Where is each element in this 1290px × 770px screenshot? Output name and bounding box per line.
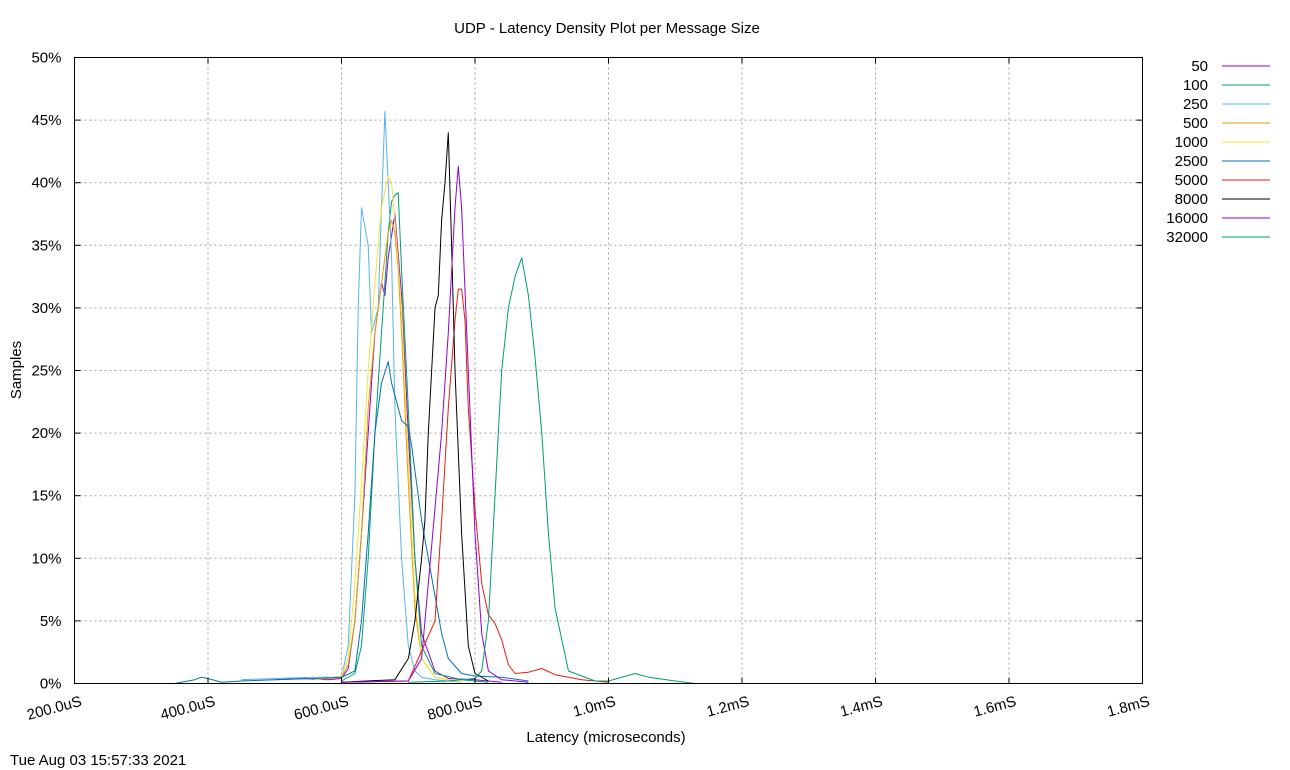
- legend-label-50: 50: [1191, 58, 1208, 75]
- series-line-8000: [341, 132, 489, 683]
- y-tick-label: 20%: [31, 425, 61, 442]
- y-tick-label: 50%: [31, 50, 61, 67]
- x-tick-label: 200.0uS: [25, 693, 83, 724]
- legend-label-100: 100: [1183, 77, 1208, 94]
- series-line-16000: [341, 165, 529, 683]
- y-tick-label: 35%: [31, 237, 61, 254]
- series-line-2500: [174, 361, 529, 684]
- series-line-1000: [314, 175, 462, 683]
- y-tick-label: 0%: [40, 676, 62, 693]
- y-tick-label: 5%: [40, 613, 62, 630]
- legend-label-8000: 8000: [1175, 191, 1208, 208]
- y-tick-label: 45%: [31, 112, 61, 129]
- legend-label-1000: 1000: [1175, 134, 1208, 151]
- x-tick-label: 1.6mS: [972, 693, 1018, 721]
- x-tick-label: 1.8mS: [1105, 693, 1151, 721]
- legend-label-32000: 32000: [1166, 229, 1208, 246]
- x-tick-label: 800.0uS: [426, 693, 484, 724]
- legend-label-16000: 16000: [1166, 210, 1208, 227]
- legend-label-2500: 2500: [1175, 153, 1208, 170]
- y-tick-label: 40%: [31, 175, 61, 192]
- legend-label-500: 500: [1183, 115, 1208, 132]
- x-tick-label: 1.4mS: [838, 693, 884, 721]
- series-line-5000: [341, 288, 609, 683]
- series-line-500: [314, 219, 462, 683]
- series-line-50: [274, 213, 502, 683]
- legend-label-5000: 5000: [1175, 172, 1208, 189]
- series-line-250: [241, 110, 462, 683]
- y-tick-label: 25%: [31, 363, 61, 380]
- x-tick-label: 600.0uS: [292, 693, 350, 724]
- legend-label-250: 250: [1183, 96, 1208, 113]
- series-line-32000: [408, 257, 696, 684]
- grid: [74, 57, 1143, 684]
- plot-lines: [174, 110, 696, 684]
- y-tick-label: 30%: [31, 300, 61, 317]
- y-tick-label: 10%: [31, 550, 61, 567]
- x-axis-label: Latency (microseconds): [526, 729, 685, 746]
- x-tick-label: 400.0uS: [159, 693, 217, 724]
- y-tick-label: 15%: [31, 488, 61, 505]
- y-axis-label: Samples: [8, 341, 25, 399]
- y-axis: 0% 5% 10% 15% 20% 25% 30% 35% 40% 45% 50%: [31, 50, 1143, 693]
- x-tick-label: 1.2mS: [705, 693, 751, 721]
- x-tick-label: 1.0mS: [571, 693, 617, 721]
- chart-title: UDP - Latency Density Plot per Message S…: [454, 20, 760, 37]
- timestamp: Tue Aug 03 15:57:33 2021: [10, 752, 186, 769]
- legend: 50 100 250 500 1000 2500 5000 8000 16000 32000: [1166, 58, 1270, 246]
- x-axis: 200.0uS 400.0uS 600.0uS 800.0uS 1.0mS 1.2mS 1.…: [25, 57, 1152, 724]
